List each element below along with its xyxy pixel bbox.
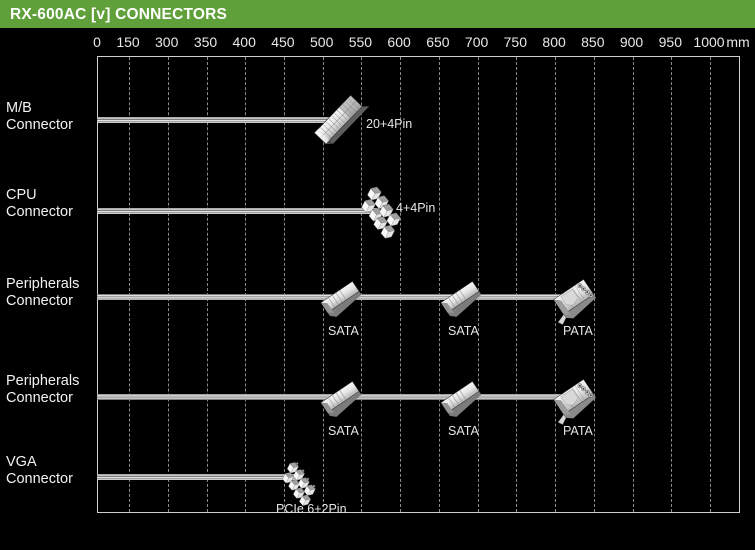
svg-text:PCIe 6+2Pin: PCIe 6+2Pin <box>276 502 347 516</box>
svg-text:SATA: SATA <box>448 424 479 438</box>
svg-text:PATA: PATA <box>563 324 594 338</box>
svg-text:SATA: SATA <box>328 424 359 438</box>
svg-text:20+4Pin: 20+4Pin <box>366 117 412 131</box>
svg-text:SATA: SATA <box>328 324 359 338</box>
svg-text:SATA: SATA <box>448 324 479 338</box>
svg-text:PATA: PATA <box>563 424 594 438</box>
svg-text:4+4Pin: 4+4Pin <box>396 201 435 215</box>
